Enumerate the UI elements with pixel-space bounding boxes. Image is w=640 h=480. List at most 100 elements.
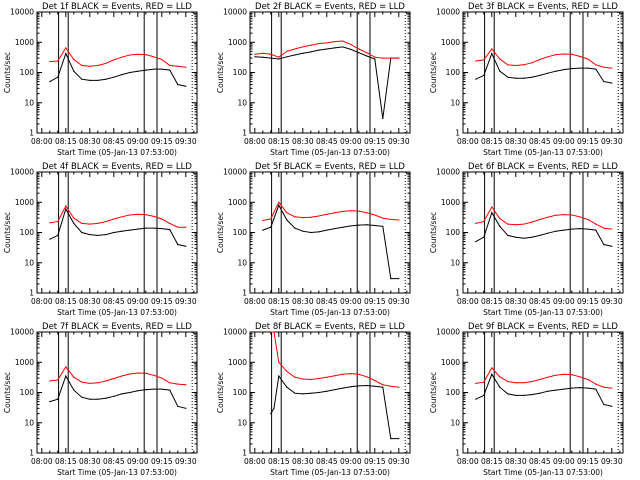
data-point-events	[318, 49, 320, 51]
data-point-events	[49, 81, 51, 83]
data-point-events	[81, 396, 83, 398]
data-point-lld	[539, 58, 541, 61]
data-point-events	[334, 47, 336, 49]
data-point-lld	[286, 212, 288, 214]
data-point-lld	[57, 60, 59, 62]
data-point-lld	[273, 331, 275, 333]
data-point-lld	[278, 361, 280, 363]
data-point-lld	[137, 53, 139, 55]
data-point-events	[262, 56, 264, 58]
x-tick-label: 09:30	[601, 297, 623, 306]
data-point-events	[137, 228, 139, 230]
data-point-events	[483, 394, 485, 397]
data-point-lld	[65, 366, 67, 368]
data-point-events	[73, 389, 75, 391]
data-point-events	[145, 227, 147, 229]
data-point-events	[587, 67, 589, 69]
data-point-events	[161, 227, 163, 230]
x-tick-label: 08:00	[31, 457, 53, 466]
data-point-events	[169, 69, 171, 71]
data-point-lld	[374, 379, 376, 382]
data-point-events	[89, 79, 91, 81]
data-point-lld	[73, 217, 75, 219]
data-point-events	[603, 403, 605, 406]
data-point-lld	[270, 331, 272, 333]
data-point-lld	[105, 220, 107, 223]
x-tick-label: 08:45	[103, 297, 125, 306]
data-point-events	[129, 229, 131, 231]
x-tick-label: 08:15	[481, 457, 503, 466]
y-tick-label: 10	[237, 258, 247, 267]
series-line-events	[49, 207, 186, 247]
data-point-events	[129, 391, 131, 394]
x-tick-label: 09:00	[127, 137, 149, 146]
data-point-events	[475, 241, 477, 243]
y-tick-label: 100	[446, 68, 461, 77]
data-point-events	[177, 243, 179, 246]
x-tick-label: 09:15	[364, 297, 386, 306]
x-tick-label: 08:00	[244, 297, 266, 306]
data-point-lld	[326, 42, 328, 44]
x-tick-label: 09:00	[127, 457, 149, 466]
x-tick-label: 09:15	[364, 137, 386, 146]
data-point-lld	[294, 376, 296, 378]
data-point-lld	[491, 48, 493, 50]
x-tick-label: 09:30	[175, 457, 197, 466]
x-tick-label: 08:15	[481, 137, 503, 146]
data-point-events	[49, 401, 51, 403]
data-point-events	[587, 228, 589, 230]
data-point-lld	[270, 53, 272, 55]
x-tick-label: 08:15	[55, 137, 77, 146]
data-point-lld	[310, 44, 312, 46]
data-point-events	[515, 236, 517, 238]
data-point-lld	[278, 56, 280, 58]
data-point-lld	[382, 57, 384, 59]
data-point-lld	[547, 216, 549, 218]
data-point-lld	[161, 377, 163, 379]
data-point-lld	[611, 67, 613, 69]
data-point-events	[65, 208, 67, 210]
data-point-events	[523, 77, 525, 79]
x-tick-label: 08:00	[244, 137, 266, 146]
data-point-lld	[89, 223, 91, 225]
data-point-events	[169, 389, 171, 391]
data-point-events	[185, 245, 187, 247]
data-point-events	[398, 277, 400, 280]
data-point-lld	[539, 378, 541, 381]
series-line-lld	[475, 205, 612, 230]
data-point-lld	[310, 216, 312, 218]
data-point-lld	[73, 376, 75, 378]
x-tick-label: 08:00	[244, 457, 266, 466]
data-point-events	[539, 74, 541, 77]
chart-panel-6: Det 6f BLACK = Events, RED = LLD Counts/s…	[429, 162, 624, 317]
x-axis-label: Start Time (05-Jan-13 07:53:00)	[483, 468, 603, 477]
chart-panel-4: Det 4f BLACK = Events, RED = LLD Counts/s…	[3, 162, 198, 317]
data-point-events	[595, 229, 597, 231]
data-point-events	[515, 77, 517, 79]
data-point-events	[563, 388, 565, 390]
x-tick-label: 09:15	[151, 137, 173, 146]
data-point-lld	[294, 216, 296, 218]
data-point-events	[278, 58, 280, 60]
series-line-lld	[49, 366, 186, 386]
data-point-lld	[555, 374, 557, 376]
data-point-lld	[382, 217, 384, 219]
data-point-lld	[169, 382, 171, 384]
data-point-lld	[310, 378, 312, 381]
data-point-lld	[121, 216, 123, 218]
x-tick-label: 08:15	[268, 457, 290, 466]
data-point-events	[137, 70, 139, 72]
data-point-events	[350, 386, 352, 388]
y-tick-label: 1000	[228, 38, 247, 47]
data-point-events	[491, 53, 493, 55]
data-point-events	[398, 437, 400, 440]
data-point-events	[294, 54, 296, 56]
data-point-lld	[185, 384, 187, 386]
y-tick-label: 100	[20, 388, 35, 397]
series-line-events	[262, 203, 399, 280]
data-point-events	[374, 224, 376, 227]
data-point-events	[499, 70, 501, 72]
data-point-events	[342, 387, 344, 389]
y-tick-label: 1	[455, 129, 460, 138]
data-point-lld	[177, 65, 179, 67]
